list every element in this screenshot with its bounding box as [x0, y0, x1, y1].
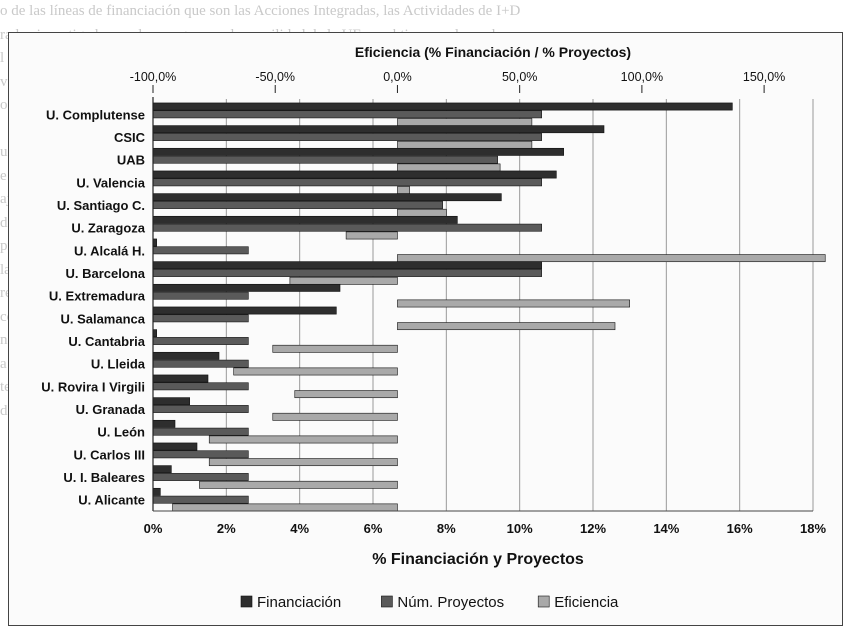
bar-eficiencia — [397, 299, 630, 308]
category-label: U. Complutense — [46, 107, 145, 122]
bar-eficiencia — [233, 367, 398, 376]
x2-tick-label: 50,0% — [502, 70, 537, 84]
background-text-line: o de las líneas de financiación que son … — [0, 3, 521, 19]
bar-eficiencia — [397, 322, 616, 331]
legend-swatch — [537, 595, 550, 608]
legend-label: Eficiencia — [554, 594, 619, 611]
bar-financiaci-n — [152, 102, 733, 111]
bar-eficiencia — [208, 435, 398, 444]
bar-eficiencia — [397, 140, 533, 149]
x2-tick-label: -50,0% — [255, 70, 295, 84]
bar-financiaci-n — [152, 374, 209, 383]
bar-eficiencia — [289, 276, 398, 285]
category-label: UAB — [117, 153, 145, 168]
bar-n-m-proyectos — [152, 133, 542, 141]
category-label: U. Cantabria — [68, 334, 145, 349]
x-tick-label: 12% — [580, 521, 606, 536]
legend-swatch — [240, 595, 253, 608]
bar-financiaci-n — [152, 283, 341, 292]
category-label: U. León — [97, 425, 145, 440]
bar-n-m-proyectos — [152, 201, 443, 209]
bar-n-m-proyectos — [152, 450, 249, 459]
efficiency-financing-chart: 0% 2% 4% 6% 8% 10% 12% 14% 16% 18% -100,0% -50,0% 0,… — [41, 44, 826, 611]
bar-n-m-proyectos — [152, 314, 249, 323]
bar-n-m-proyectos — [152, 473, 249, 481]
x-tick-label: 0% — [144, 521, 163, 536]
category-label: U. Alicante — [78, 493, 145, 508]
chart-container: 0% 2% 4% 6% 8% 10% 12% 14% 16% 18% -100,0% -50,0% 0,… — [8, 32, 843, 626]
bar-n-m-proyectos — [152, 246, 249, 255]
bar-financiaci-n — [152, 261, 542, 270]
bar-n-m-proyectos — [152, 291, 249, 300]
bar-n-m-proyectos — [152, 382, 249, 391]
x-tick-label: 4% — [290, 521, 309, 536]
bar-eficiencia — [272, 412, 398, 421]
x-tick-label: 16% — [727, 521, 753, 536]
bar-n-m-proyectos — [152, 405, 249, 413]
bar-eficiencia — [397, 163, 501, 172]
legend-label: Financiación — [257, 594, 341, 611]
x2-tick-label: 0,0% — [383, 70, 412, 84]
legend-label: Núm. Proyectos — [397, 594, 504, 611]
bar-n-m-proyectos — [152, 178, 542, 187]
bar-eficiencia — [172, 503, 398, 512]
bar-financiaci-n — [152, 125, 605, 134]
bar-financiaci-n — [152, 170, 557, 179]
x-tick-label: 2% — [217, 521, 236, 536]
bar-eficiencia — [208, 458, 398, 467]
x-tick-label: 10% — [507, 521, 533, 536]
category-label: U. Lleida — [91, 357, 146, 372]
category-label: U. Barcelona — [66, 266, 146, 281]
bar-n-m-proyectos — [152, 223, 542, 232]
category-label: U. Rovira I Virgili — [41, 379, 145, 394]
bar-n-m-proyectos — [152, 495, 249, 504]
bar-eficiencia — [272, 344, 398, 353]
bar-n-m-proyectos — [152, 269, 542, 277]
bar-n-m-proyectos — [152, 155, 498, 164]
category-label: U. Santiago C. — [57, 198, 145, 213]
bar-eficiencia — [397, 118, 533, 127]
category-label: U. Salamanca — [60, 311, 145, 326]
bottom-axis-title: % Financiación y Proyectos — [372, 551, 584, 568]
bar-financiaci-n — [152, 419, 176, 428]
bar-eficiencia — [345, 231, 398, 240]
bar-financiaci-n — [152, 442, 198, 451]
category-label: U. Carlos III — [73, 447, 145, 462]
bar-eficiencia — [397, 186, 410, 195]
bar-eficiencia — [397, 254, 826, 263]
category-label: U. Zaragoza — [71, 221, 145, 236]
bar-financiaci-n — [152, 306, 337, 315]
bar-financiaci-n — [152, 465, 172, 474]
bar-eficiencia — [199, 480, 398, 489]
bar-financiaci-n — [152, 487, 161, 496]
x-tick-label: 8% — [437, 521, 456, 536]
bar-n-m-proyectos — [152, 110, 542, 119]
x-tick-label: 14% — [653, 521, 679, 536]
bar-eficiencia — [397, 208, 447, 217]
category-label: U. Granada — [76, 402, 146, 417]
x2-tick-label: 150,0% — [743, 70, 785, 84]
bar-n-m-proyectos — [152, 427, 249, 436]
x-tick-label: 18% — [800, 521, 826, 536]
x2-tick-label: 100,0% — [621, 70, 663, 84]
x2-tick-label: -100,0% — [130, 70, 177, 84]
bar-financiaci-n — [152, 351, 220, 360]
bar-financiaci-n — [152, 397, 190, 406]
category-label: U. Valencia — [76, 175, 145, 190]
bar-n-m-proyectos — [152, 359, 249, 368]
category-label: U. Alcalá H. — [74, 243, 145, 258]
category-label: U. I. Baleares — [63, 470, 145, 485]
bar-financiaci-n — [152, 193, 502, 202]
x-tick-label: 6% — [364, 521, 383, 536]
category-label: CSIC — [114, 130, 146, 145]
category-label: U. Extremadura — [49, 289, 146, 304]
bar-financiaci-n — [152, 147, 564, 156]
bar-eficiencia — [294, 390, 398, 399]
top-axis-title: Eficiencia (% Financiación / % Proyectos… — [355, 44, 631, 60]
bar-financiaci-n — [152, 215, 458, 224]
legend-swatch — [381, 595, 393, 608]
bar-n-m-proyectos — [152, 337, 249, 345]
